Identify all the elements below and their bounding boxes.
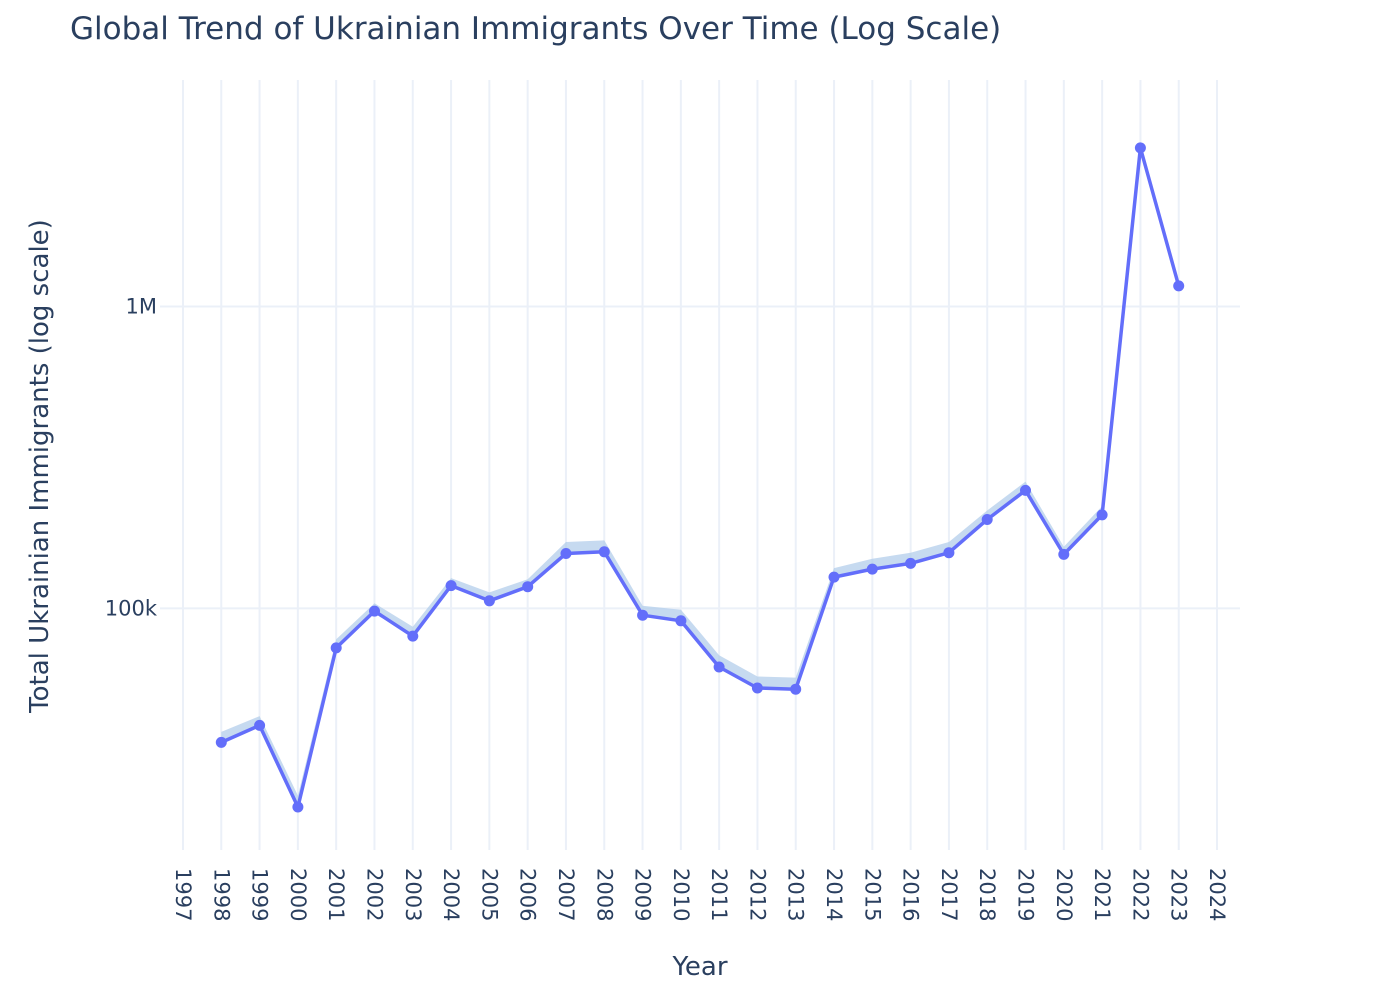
x-tick-label: 2014 [822, 868, 846, 921]
x-tick-label: 2003 [401, 868, 425, 921]
x-tick-label: 2002 [362, 868, 386, 921]
x-tick-label: 2021 [1090, 868, 1114, 921]
x-tick-label: 2010 [669, 868, 693, 921]
data-point[interactable] [981, 514, 993, 525]
x-tick-label: 2004 [439, 868, 463, 921]
data-point[interactable] [254, 719, 266, 731]
x-tick-label: 2000 [286, 868, 310, 921]
x-tick-label: 1998 [209, 868, 233, 921]
confidence-band [221, 147, 1179, 807]
data-point[interactable] [713, 661, 725, 673]
x-tick-label: 2020 [1052, 868, 1076, 921]
x-tick-label: 1999 [248, 868, 272, 921]
data-point[interactable] [560, 548, 572, 559]
data-point[interactable] [369, 605, 380, 617]
data-point[interactable] [522, 581, 534, 593]
data-point[interactable] [675, 615, 687, 627]
data-point[interactable] [215, 736, 227, 748]
data-point[interactable] [751, 682, 763, 694]
x-tick-label: 2007 [554, 868, 578, 921]
data-point[interactable] [905, 557, 917, 569]
x-tick-label: 2012 [745, 868, 769, 921]
x-tick-label: 2006 [516, 868, 540, 921]
data-point[interactable] [828, 571, 840, 583]
data-point[interactable] [330, 642, 342, 654]
grid [160, 80, 1240, 850]
x-tick-label: 2019 [1014, 868, 1038, 921]
data-point[interactable] [1020, 484, 1031, 496]
x-tick-label: 2017 [937, 868, 961, 921]
x-tick-label: 2024 [1205, 868, 1229, 921]
data-point[interactable] [637, 609, 649, 621]
data-point[interactable] [1134, 142, 1146, 154]
data-point[interactable] [943, 547, 955, 559]
x-tick-label: 1997 [171, 868, 195, 921]
x-tick-label: 2016 [899, 868, 923, 921]
y-tick-label: 1M [126, 294, 157, 318]
data-point[interactable] [598, 546, 610, 558]
data-points [215, 142, 1185, 813]
data-point[interactable] [1173, 280, 1185, 292]
x-tick-label: 2011 [707, 868, 731, 921]
chart-title: Global Trend of Ukrainian Immigrants Ove… [70, 11, 1001, 47]
data-point[interactable] [1058, 548, 1070, 560]
y-axis-ticks: 100k 1M [105, 294, 158, 620]
band-area [221, 147, 1179, 807]
x-tick-label: 2023 [1167, 868, 1191, 921]
data-point[interactable] [483, 595, 495, 607]
x-tick-label: 2005 [477, 868, 501, 921]
series-line [220, 146, 1181, 809]
x-tick-label: 2008 [592, 868, 616, 921]
x-tick-label: 2009 [631, 868, 655, 921]
data-point[interactable] [790, 683, 802, 695]
data-point[interactable] [1096, 509, 1108, 521]
x-axis-title: Year [671, 952, 727, 982]
x-tick-label: 2022 [1128, 868, 1152, 921]
x-tick-label: 2018 [975, 868, 999, 921]
data-point[interactable] [445, 580, 457, 592]
x-tick-label: 2001 [324, 868, 348, 921]
data-point[interactable] [866, 563, 878, 575]
data-point[interactable] [292, 801, 304, 813]
y-tick-label: 100k [105, 596, 158, 620]
x-tick-label: 2015 [860, 868, 884, 921]
y-axis-title: Total Ukrainian Immigrants (log scale) [25, 219, 55, 714]
data-point[interactable] [407, 630, 419, 642]
series-line-group [220, 146, 1181, 809]
x-axis-ticks: 1997 1998 1999 2000 2001 2002 2003 2004 2005 2006… [171, 868, 1229, 921]
x-tick-label: 2013 [784, 868, 808, 921]
